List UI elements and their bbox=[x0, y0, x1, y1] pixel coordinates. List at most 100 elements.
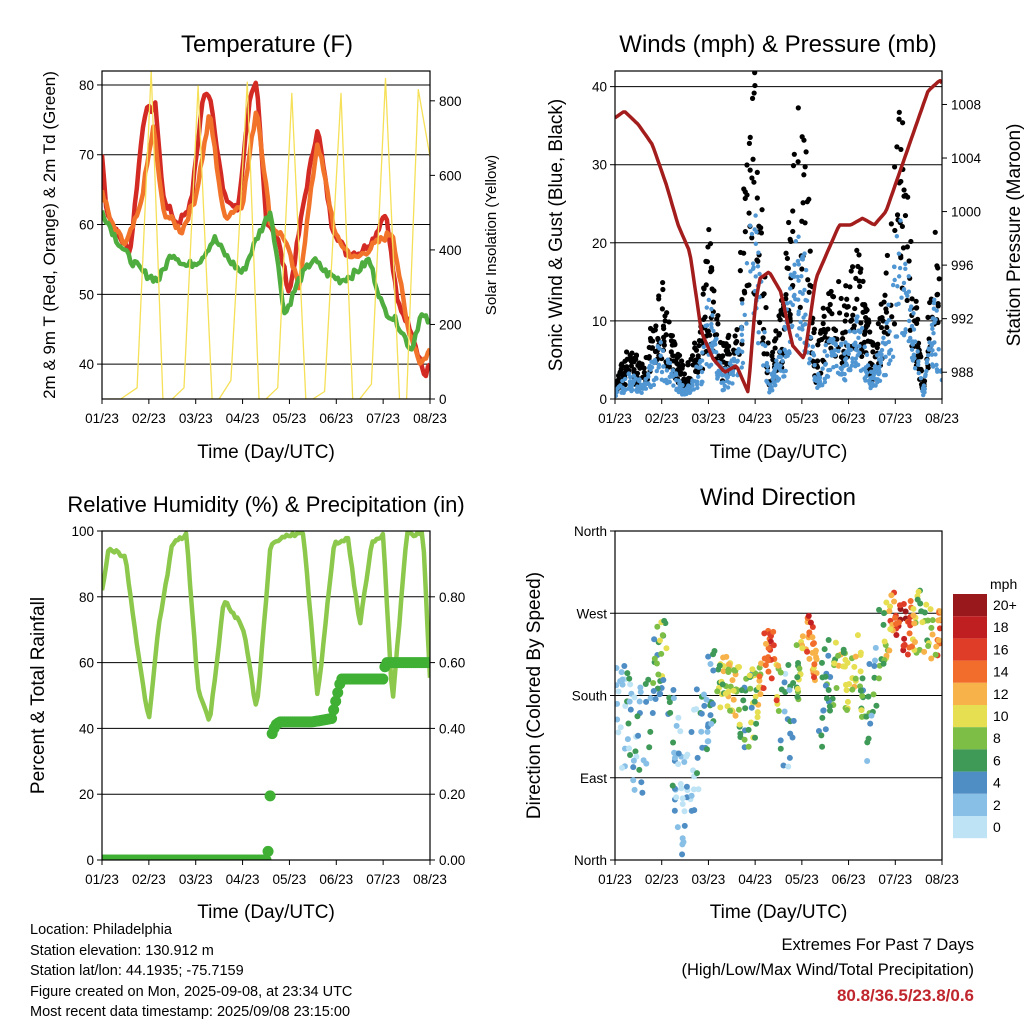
direction-point bbox=[638, 779, 645, 786]
direction-point bbox=[843, 687, 850, 694]
wind-point bbox=[771, 369, 777, 375]
direction-point bbox=[704, 728, 711, 735]
direction-point bbox=[925, 642, 932, 649]
colorbar-label: 18 bbox=[993, 619, 1009, 635]
wind-point bbox=[706, 297, 711, 303]
gust-point bbox=[883, 270, 889, 276]
wind-point bbox=[615, 393, 619, 399]
y2-tick-label: 992 bbox=[951, 312, 974, 327]
wind-point bbox=[795, 297, 801, 302]
wind-point bbox=[933, 317, 938, 322]
y-tick-label: West bbox=[576, 606, 607, 621]
x-tick-label: 02/23 bbox=[132, 872, 166, 887]
y-tick-label: 0 bbox=[599, 392, 607, 407]
direction-point bbox=[650, 679, 657, 686]
direction-point bbox=[780, 762, 787, 769]
direction-point bbox=[673, 794, 680, 801]
wind-point bbox=[785, 301, 790, 306]
colorbar-swatch bbox=[953, 793, 987, 816]
direction-point bbox=[881, 638, 888, 645]
gust-point bbox=[751, 90, 757, 96]
direction-point bbox=[754, 709, 761, 716]
direction-point bbox=[794, 693, 801, 700]
direction-point bbox=[872, 644, 879, 651]
gust-point bbox=[692, 345, 698, 351]
direction-point bbox=[818, 732, 825, 739]
wind-point bbox=[883, 372, 888, 378]
wind-point bbox=[815, 385, 820, 391]
direction-point bbox=[660, 677, 667, 684]
gust-point bbox=[763, 304, 769, 311]
gust-point bbox=[633, 352, 640, 358]
wind-point bbox=[763, 343, 768, 349]
direction-point bbox=[746, 672, 753, 679]
wind-point bbox=[888, 347, 894, 353]
gust-point bbox=[850, 312, 856, 318]
wind-point bbox=[765, 364, 770, 369]
direction-point bbox=[705, 653, 712, 660]
wind-point bbox=[756, 330, 761, 335]
wind-point bbox=[929, 322, 935, 328]
wind-point bbox=[875, 377, 881, 382]
direction-point bbox=[875, 675, 882, 682]
direction-point bbox=[691, 807, 698, 814]
gust-point bbox=[669, 333, 676, 339]
wind-point bbox=[847, 329, 852, 334]
direction-point bbox=[647, 695, 654, 702]
direction-point bbox=[659, 632, 666, 639]
gust-point bbox=[754, 257, 760, 263]
wind-point bbox=[819, 382, 825, 387]
direction-point bbox=[794, 674, 801, 681]
direction-point bbox=[681, 822, 688, 829]
y2-tick-label: 0.40 bbox=[439, 721, 465, 736]
gust-point bbox=[655, 335, 661, 342]
direction-point bbox=[653, 660, 660, 667]
gust-point bbox=[860, 278, 866, 284]
2m-td-line bbox=[102, 210, 430, 352]
wind-point bbox=[731, 358, 737, 364]
gust-point bbox=[906, 258, 912, 264]
wind-point bbox=[744, 321, 749, 326]
gust-point bbox=[905, 194, 911, 200]
direction-point bbox=[720, 654, 727, 661]
y-axis-label: Sonic Wind & Gust (Blue, Black) bbox=[546, 99, 567, 371]
direction-point bbox=[700, 691, 707, 698]
wind-point bbox=[664, 368, 670, 373]
direction-point bbox=[796, 665, 803, 672]
direction-point bbox=[866, 661, 873, 668]
direction-point bbox=[827, 674, 834, 681]
gust-point bbox=[859, 353, 865, 360]
y-tick-label: 100 bbox=[71, 524, 94, 539]
direction-point bbox=[859, 692, 866, 699]
wind-point bbox=[739, 324, 744, 330]
gust-point bbox=[659, 306, 665, 312]
wind-point bbox=[915, 349, 920, 354]
direction-point bbox=[615, 716, 621, 723]
precip-point bbox=[264, 790, 276, 802]
colorbar-swatch bbox=[953, 682, 987, 705]
gust-point bbox=[746, 210, 752, 216]
gust-point bbox=[867, 329, 873, 335]
direction-point bbox=[864, 739, 871, 746]
direction-point bbox=[637, 689, 644, 696]
y-tick-label: North bbox=[574, 524, 607, 539]
wind-point bbox=[703, 323, 708, 328]
direction-point bbox=[826, 703, 833, 710]
wind-point bbox=[771, 375, 776, 380]
wind-point bbox=[659, 369, 665, 375]
gust-point bbox=[849, 317, 855, 323]
gust-point bbox=[749, 95, 756, 101]
gust-point bbox=[737, 268, 743, 274]
gust-point bbox=[773, 328, 779, 334]
direction-point bbox=[842, 656, 849, 663]
y-axis-label: Direction (Colored By Speed) bbox=[524, 572, 545, 819]
gust-point bbox=[741, 288, 747, 294]
wind-point bbox=[843, 340, 848, 345]
gust-point bbox=[720, 353, 726, 359]
direction-point bbox=[822, 682, 829, 689]
direction-point bbox=[904, 651, 911, 658]
station-info: Location: Philadelphia Station elevation… bbox=[30, 920, 352, 1023]
wind-point bbox=[756, 250, 761, 255]
gust-point bbox=[688, 356, 694, 362]
wind-point bbox=[767, 386, 773, 392]
